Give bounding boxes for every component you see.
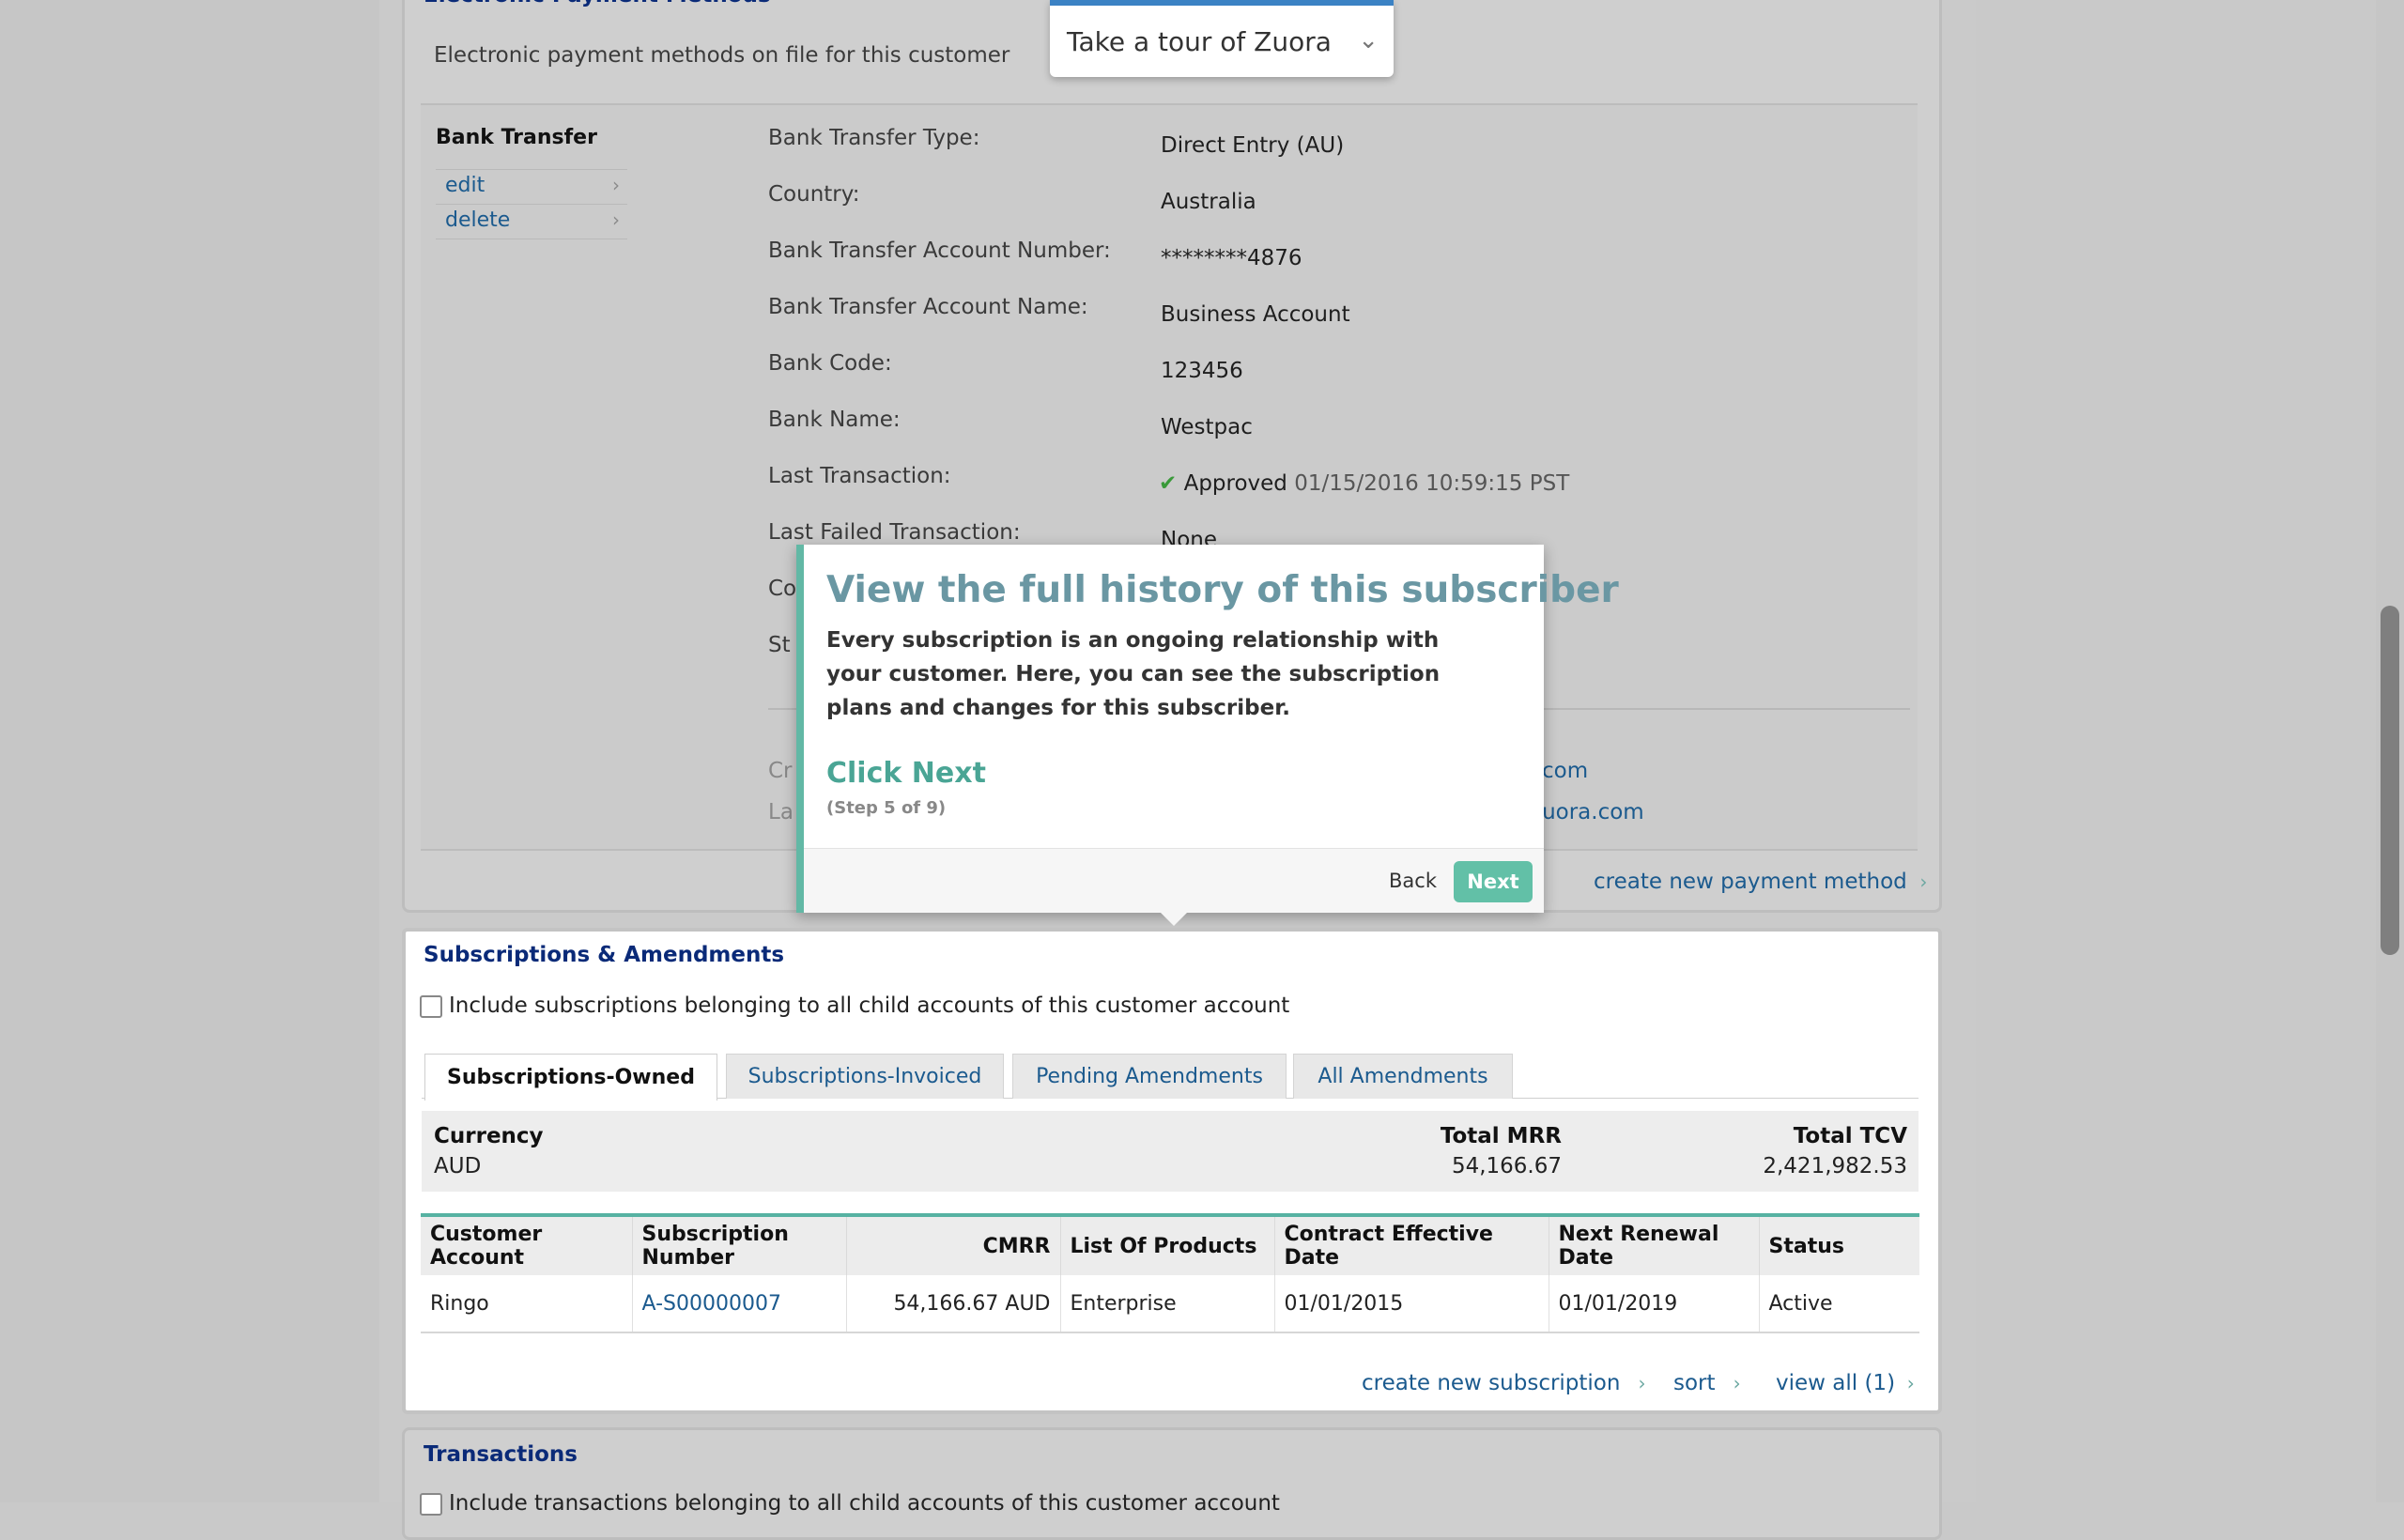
col-list-of-products[interactable]: List Of Products <box>1060 1213 1275 1275</box>
tour-popup-title: View the full history of this subscriber <box>826 569 1619 611</box>
tab-subscriptions-invoiced[interactable]: Subscriptions-Invoiced <box>726 1054 1004 1099</box>
edit-payment-link[interactable]: edit › <box>436 169 627 203</box>
create-subscription-label: create new subscription <box>1362 1371 1621 1395</box>
chevron-right-icon: › <box>1715 1372 1741 1394</box>
sort-label: sort <box>1673 1371 1716 1395</box>
tab-subscriptions-owned[interactable]: Subscriptions-Owned <box>424 1054 717 1101</box>
cell-next-renewal-date: 01/01/2019 <box>1549 1275 1760 1333</box>
tab-pending-amendments[interactable]: Pending Amendments <box>1012 1054 1287 1099</box>
currency-value: AUD <box>434 1154 482 1178</box>
field-label-country: Country: <box>768 182 860 207</box>
checkmark-icon: ✔ <box>1159 471 1178 496</box>
table-header-row: Customer Account Subscription Number CMR… <box>421 1213 1919 1275</box>
cell-customer-account: Ringo <box>421 1275 633 1333</box>
include-child-subscriptions-checkbox[interactable] <box>420 995 442 1018</box>
total-mrr-value: 54,166.67 <box>1451 1154 1562 1178</box>
col-cmrr[interactable]: CMRR <box>846 1213 1061 1275</box>
page-left-gutter <box>0 0 381 1502</box>
updated-by-email-link[interactable]: zuora.com <box>1531 800 1644 824</box>
field-value-account-number: ********4876 <box>1161 246 1302 270</box>
col-contract-effective-date[interactable]: Contract Effective Date <box>1274 1213 1549 1275</box>
create-payment-method-link[interactable]: create new payment method › <box>1594 870 1927 894</box>
field-label-account-number: Bank Transfer Account Number: <box>768 239 1111 263</box>
transaction-date: 01/15/2016 10:59:15 PST <box>1294 471 1570 496</box>
cell-contract-effective-date: 01/01/2015 <box>1274 1275 1549 1333</box>
chevron-right-icon: › <box>612 208 620 231</box>
sort-link[interactable]: sort › <box>1673 1371 1741 1395</box>
field-value-type: Direct Entry (AU) <box>1161 133 1345 158</box>
include-child-transactions-label: Include transactions belonging to all ch… <box>449 1491 1280 1516</box>
include-child-transactions-checkbox[interactable] <box>420 1493 442 1516</box>
create-subscription-link[interactable]: create new subscription › <box>1362 1371 1646 1395</box>
transactions-panel <box>402 1427 1942 1540</box>
cell-status: Active <box>1759 1275 1919 1333</box>
field-label-partial-3: Cr <box>768 759 793 783</box>
tour-popup-footer: Back Next <box>804 848 1544 913</box>
tour-dropdown[interactable]: Take a tour of Zuora ⌄ <box>1050 0 1394 77</box>
total-tcv-label: Total TCV <box>1793 1124 1907 1148</box>
total-mrr-label: Total MRR <box>1440 1124 1562 1148</box>
chevron-right-icon: › <box>1620 1372 1646 1394</box>
create-payment-method-label: create new payment method <box>1594 870 1907 894</box>
created-by-email-link[interactable]: com <box>1542 759 1589 783</box>
epm-title: Electronic Payment Methods <box>424 0 771 8</box>
chevron-right-icon: › <box>1914 870 1928 893</box>
field-label-bank-code: Bank Code: <box>768 351 892 376</box>
field-label-partial-1: Co <box>768 577 797 601</box>
epm-subtitle: Electronic payment methods on file for t… <box>434 43 1010 68</box>
tour-step: (Step 5 of 9) <box>826 798 947 818</box>
tour-popup-body: Every subscription is an ongoing relatio… <box>826 628 1441 720</box>
transactions-title: Transactions <box>424 1442 578 1467</box>
subscription-summary: Currency AUD Total MRR 54,166.67 Total T… <box>422 1111 1919 1192</box>
view-all-label: view all (1) <box>1776 1371 1896 1395</box>
col-subscription-number[interactable]: Subscription Number <box>632 1213 847 1275</box>
currency-label: Currency <box>434 1124 544 1148</box>
tour-popup: View the full history of this subscriber… <box>796 545 1619 913</box>
table-row: Ringo A-S00000007 54,166.67 AUD Enterpri… <box>421 1275 1919 1333</box>
tour-header-label: Take a tour of Zuora <box>1067 26 1332 57</box>
field-value-last-transaction: ✔ Approved 01/15/2016 10:59:15 PST <box>1159 471 1569 496</box>
total-tcv-value: 2,421,982.53 <box>1763 1154 1907 1178</box>
subscriptions-table: Customer Account Subscription Number CMR… <box>421 1213 1919 1333</box>
edit-label: edit <box>445 174 485 197</box>
tour-cta: Click Next <box>826 757 986 790</box>
col-customer-account[interactable]: Customer Account <box>421 1213 633 1275</box>
include-child-subscriptions-label: Include subscriptions belonging to all c… <box>449 993 1290 1018</box>
tab-all-amendments[interactable]: All Amendments <box>1293 1054 1513 1099</box>
transaction-status: Approved <box>1183 471 1287 496</box>
field-label-last-failed: Last Failed Transaction: <box>768 520 1021 545</box>
field-value-account-name: Business Account <box>1161 302 1350 327</box>
cell-products: Enterprise <box>1060 1275 1275 1333</box>
field-label-type: Bank Transfer Type: <box>768 126 980 150</box>
subscription-number-link[interactable]: A-S00000007 <box>632 1275 847 1333</box>
field-label-partial-2: St <box>768 633 791 657</box>
delete-label: delete <box>445 208 511 232</box>
field-label-partial-4: La <box>768 800 794 824</box>
field-label-bank-name: Bank Name: <box>768 408 901 432</box>
tour-next-button[interactable]: Next <box>1454 861 1533 902</box>
chevron-down-icon: ⌄ <box>1358 26 1379 54</box>
scrollbar-thumb[interactable] <box>2381 606 2399 955</box>
field-value-bank-code: 123456 <box>1161 359 1243 383</box>
chevron-right-icon: › <box>612 174 620 196</box>
field-label-account-name: Bank Transfer Account Name: <box>768 295 1088 319</box>
chevron-right-icon: › <box>1895 1372 1915 1394</box>
subscriptions-title: Subscriptions & Amendments <box>424 943 785 967</box>
cell-cmrr: 54,166.67 AUD <box>846 1275 1061 1333</box>
field-value-country: Australia <box>1161 190 1256 214</box>
tour-back-button[interactable]: Back <box>1389 870 1437 892</box>
tour-popup-pointer <box>1159 911 1189 926</box>
col-next-renewal-date[interactable]: Next Renewal Date <box>1549 1213 1760 1275</box>
field-value-bank-name: Westpac <box>1161 415 1253 439</box>
field-label-last-transaction: Last Transaction: <box>768 464 951 488</box>
payment-method-name: Bank Transfer <box>436 126 597 149</box>
delete-payment-link[interactable]: delete › <box>436 204 627 239</box>
col-status[interactable]: Status <box>1759 1213 1919 1275</box>
view-all-link[interactable]: view all (1) › <box>1776 1371 1915 1395</box>
